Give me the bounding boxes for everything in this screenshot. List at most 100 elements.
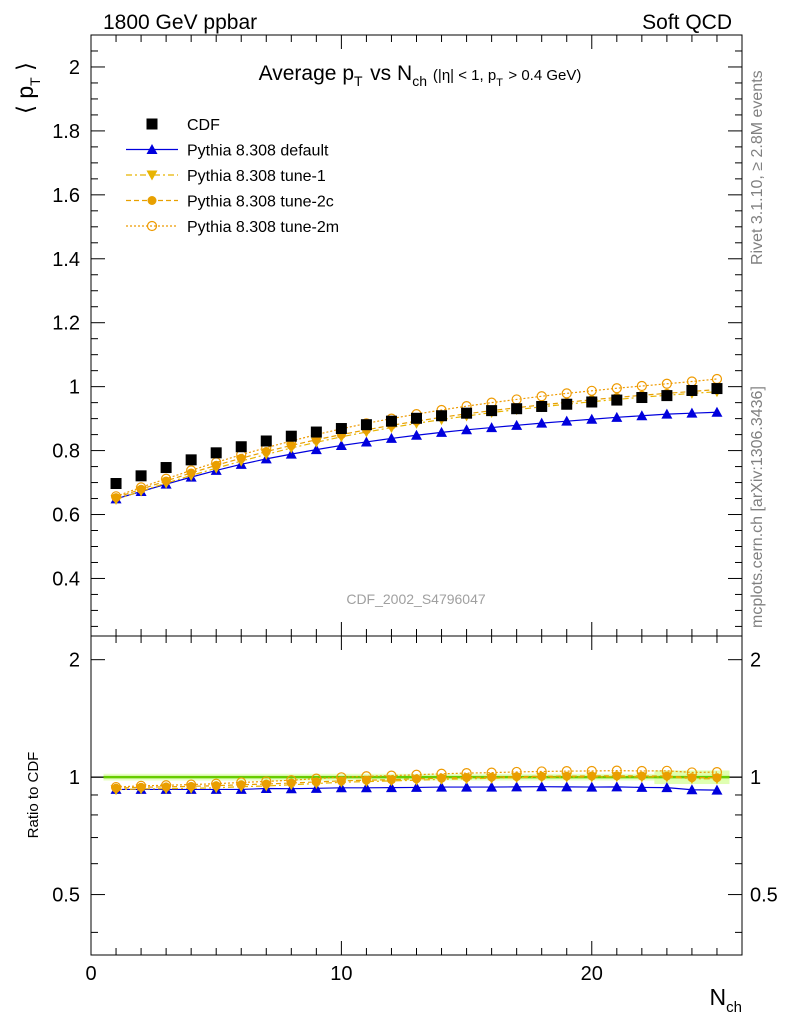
ratio-data-point xyxy=(135,780,147,791)
ratio-data-point xyxy=(511,766,522,778)
ratio-tick-label: 0.5 xyxy=(52,885,80,907)
data-point xyxy=(561,388,572,399)
data-point xyxy=(310,444,322,455)
ratio-data-point xyxy=(536,781,548,792)
ratio-data-point xyxy=(385,782,397,793)
data-point xyxy=(210,447,222,459)
ratio-data-point xyxy=(661,765,672,776)
legend-marker xyxy=(146,144,158,154)
ratio-data-point xyxy=(561,781,573,792)
ratio-data-point xyxy=(662,771,672,781)
data-point xyxy=(285,448,297,459)
data-point xyxy=(161,473,172,484)
y-tick-label: 1.2 xyxy=(52,313,80,335)
mcplots-reference-label: mcplots.cern.ch [arXiv:1306.3436] xyxy=(749,386,766,628)
data-point xyxy=(611,411,623,422)
y-tick-label: 1.4 xyxy=(52,249,80,271)
ratio-data-point xyxy=(636,781,648,792)
ratio-data-point xyxy=(686,767,698,778)
data-point xyxy=(260,435,272,447)
data-point xyxy=(686,407,698,418)
y-tick-label: 1.8 xyxy=(52,121,80,143)
data-point xyxy=(360,436,372,447)
data-point xyxy=(586,396,598,408)
data-point xyxy=(385,432,397,443)
data-point xyxy=(561,398,573,410)
series-line xyxy=(115,378,718,497)
series-line xyxy=(115,391,717,501)
data-point xyxy=(711,383,723,395)
data-point xyxy=(611,383,622,394)
data-point xyxy=(611,394,623,406)
ratio-data-point xyxy=(687,773,697,783)
rivet-version-label: Rivet 3.1.10, ≥ 2.8M events xyxy=(749,70,766,265)
ratio-data-point xyxy=(461,781,473,792)
header-energy-label: 1800 GeV ppbar xyxy=(103,11,257,34)
legend-marker xyxy=(146,118,158,130)
data-point xyxy=(310,426,322,438)
data-point xyxy=(211,460,221,470)
legend-label: Pythia 8.308 tune-1 xyxy=(187,168,326,185)
data-point xyxy=(586,413,598,424)
ratio-series-pythia-8-308-tune-2m xyxy=(110,765,723,793)
data-point xyxy=(110,491,122,502)
data-point xyxy=(661,408,673,419)
data-point xyxy=(536,391,547,402)
data-point xyxy=(360,419,372,431)
ratio-data-point xyxy=(336,776,346,786)
ratio-tick-label: 1 xyxy=(750,767,761,789)
legend-label: Pythia 8.308 tune-2c xyxy=(187,194,334,211)
y-tick-label: 1.6 xyxy=(52,185,80,207)
ratio-data-point xyxy=(211,778,222,789)
ratio-tick-label: 1 xyxy=(69,767,80,789)
y-tick-label: 0.6 xyxy=(52,505,80,527)
data-point xyxy=(536,400,548,412)
ratio-data-point xyxy=(436,768,447,779)
data-point xyxy=(661,378,672,389)
ratio-data-point xyxy=(336,772,347,783)
y-axis-title: ⟨ pT ⟩ xyxy=(12,62,43,114)
data-point xyxy=(436,410,448,422)
ratio-data-point xyxy=(636,765,647,777)
y-tick-label: 0.8 xyxy=(52,441,80,463)
data-point xyxy=(636,392,648,404)
data-point xyxy=(536,417,548,428)
data-point xyxy=(461,407,473,419)
x-tick-label: 20 xyxy=(581,963,603,985)
ratio-plot-area: 0.5 0.5 1 1 2 2 xyxy=(52,635,778,956)
y-tick-label: 1 xyxy=(69,377,80,399)
data-point xyxy=(661,390,673,402)
ratio-data-point xyxy=(186,779,197,790)
ratio-data-point xyxy=(111,783,121,793)
legend-marker xyxy=(146,220,158,232)
legend-marker xyxy=(146,170,158,181)
legend-label: Pythia 8.308 tune-2m xyxy=(187,219,339,236)
series-pythia-8-308-tune-1 xyxy=(110,387,723,505)
ratio-data-point xyxy=(286,775,297,786)
data-point xyxy=(411,429,422,440)
series-line xyxy=(115,388,718,499)
ratio-data-point xyxy=(486,781,498,792)
ratio-data-point xyxy=(536,766,547,777)
data-point xyxy=(411,412,422,424)
data-point xyxy=(486,405,498,417)
series-cdf xyxy=(110,383,723,490)
ratio-data-point xyxy=(411,781,422,792)
data-point xyxy=(135,470,147,482)
ratio-tick-label: 0.5 xyxy=(750,885,778,907)
x-axis-title: Nch xyxy=(710,984,742,1016)
data-point xyxy=(686,384,698,396)
header-category-label: Soft QCD xyxy=(642,11,732,34)
ratio-data-point xyxy=(712,773,722,783)
ratio-data-point xyxy=(612,771,622,781)
legend: CDF Pythia 8.308 default Pythia 8.308 tune… xyxy=(126,117,339,236)
data-point xyxy=(335,423,347,435)
ratio-tick-label: 2 xyxy=(750,650,761,672)
ratio-data-point xyxy=(611,765,622,776)
series-pythia-8-308-tune-2c xyxy=(111,385,722,503)
data-point xyxy=(561,415,573,426)
analysis-watermark: CDF_2002_S4796047 xyxy=(346,591,486,607)
ratio-data-point xyxy=(161,780,172,791)
y-tick-label: 2 xyxy=(69,57,80,79)
data-point xyxy=(110,478,122,490)
